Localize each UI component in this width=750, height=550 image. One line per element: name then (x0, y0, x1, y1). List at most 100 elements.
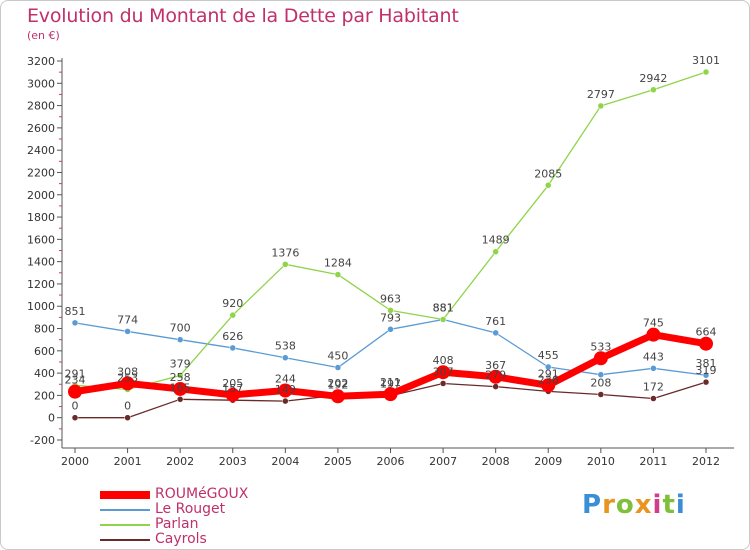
data-point (439, 380, 447, 387)
x-tick-label: 2003 (219, 455, 247, 468)
data-point (545, 182, 552, 189)
data-point (387, 307, 394, 314)
legend-swatch (100, 539, 150, 541)
y-tick-label: 3000 (27, 77, 55, 90)
data-point (488, 369, 503, 384)
data-label: 1489 (482, 234, 510, 247)
data-point (124, 328, 131, 335)
data-point (597, 102, 605, 110)
data-label: 236 (538, 373, 559, 386)
x-tick-label: 2008 (482, 455, 510, 468)
data-label: 700 (170, 322, 191, 335)
data-point (702, 68, 710, 76)
data-label: 157 (222, 382, 243, 395)
legend-swatch (100, 509, 150, 511)
data-point (334, 364, 342, 371)
x-tick-label: 2006 (377, 455, 405, 468)
data-label: 291 (65, 367, 86, 380)
data-label: 455 (538, 349, 559, 362)
data-label: 2797 (587, 88, 615, 101)
data-point (439, 316, 447, 323)
data-label: 793 (380, 311, 401, 324)
brand-letter: r (602, 490, 616, 520)
y-tick-label: 1000 (27, 300, 55, 313)
data-label: 963 (380, 292, 401, 305)
x-tick-label: 2005 (324, 455, 352, 468)
data-label: 279 (485, 369, 506, 382)
y-tick-label: 1200 (27, 278, 55, 291)
x-tick-label: 2011 (639, 455, 667, 468)
y-tick-label: 600 (34, 345, 55, 358)
data-label: 626 (222, 330, 243, 343)
data-label: 745 (643, 317, 664, 330)
legend-swatch (100, 491, 150, 499)
data-label: 234 (65, 374, 86, 387)
data-label: 2942 (639, 72, 667, 85)
data-point (650, 395, 657, 402)
y-tick-label: 1400 (27, 256, 55, 269)
data-point (120, 376, 135, 391)
y-tick-label: 0 (48, 412, 55, 425)
data-point (545, 363, 552, 371)
y-tick-label: 1600 (27, 233, 55, 246)
legend-item: Parlan (100, 516, 340, 533)
data-point (597, 391, 605, 398)
y-tick-label: 2800 (27, 100, 55, 113)
data-point (699, 336, 713, 351)
data-label: 165 (170, 381, 191, 394)
brand-letter: i (675, 490, 686, 520)
legend-label: Parlan (155, 516, 199, 532)
brand-letter: t (662, 490, 676, 520)
data-point (278, 383, 293, 398)
data-point (387, 326, 394, 333)
data-point (71, 414, 79, 421)
data-label: 0 (124, 400, 131, 413)
legend-swatch (100, 524, 150, 526)
data-label: 1284 (324, 257, 352, 270)
data-point (176, 336, 184, 343)
data-point (173, 381, 188, 396)
brand-letter: o (615, 490, 635, 520)
data-point (225, 387, 240, 402)
x-tick-label: 2004 (271, 455, 299, 468)
data-label: 192 (327, 378, 348, 391)
y-tick-label: 800 (34, 323, 55, 336)
data-point (334, 271, 342, 278)
y-tick-label: 2000 (27, 189, 55, 202)
data-label: 450 (327, 350, 348, 363)
data-label: 761 (485, 315, 506, 328)
data-label: 308 (117, 365, 138, 378)
data-label: 2085 (534, 167, 562, 180)
data-point (702, 378, 710, 386)
data-point (176, 396, 184, 403)
legend-item: Le Rouget (100, 501, 340, 518)
data-label: 208 (590, 377, 611, 390)
data-label: 367 (485, 359, 506, 372)
data-point (541, 378, 556, 393)
data-label: 881 (433, 302, 454, 315)
data-point (492, 383, 499, 390)
data-label: 851 (65, 305, 86, 318)
y-tick-label: 200 (34, 389, 55, 402)
brand-letter: i (652, 490, 663, 520)
chart-title: Evolution du Montant de la Dette par Hab… (27, 5, 459, 27)
data-point (646, 327, 661, 342)
data-point (124, 414, 131, 421)
x-tick-label: 2000 (61, 455, 89, 468)
data-label: 0 (72, 400, 79, 413)
y-tick-label: 1800 (27, 211, 55, 224)
data-point (650, 365, 657, 372)
data-point (229, 344, 236, 352)
data-point (282, 261, 289, 268)
data-label: 244 (275, 373, 296, 386)
data-point (597, 371, 605, 378)
data-label: 258 (170, 371, 191, 384)
data-point (492, 329, 499, 337)
x-tick-label: 2010 (587, 455, 615, 468)
data-point (71, 319, 79, 327)
x-tick-label: 2002 (166, 455, 194, 468)
data-label: 408 (433, 354, 454, 367)
brand-letter: P (582, 490, 603, 520)
data-point (68, 384, 82, 399)
